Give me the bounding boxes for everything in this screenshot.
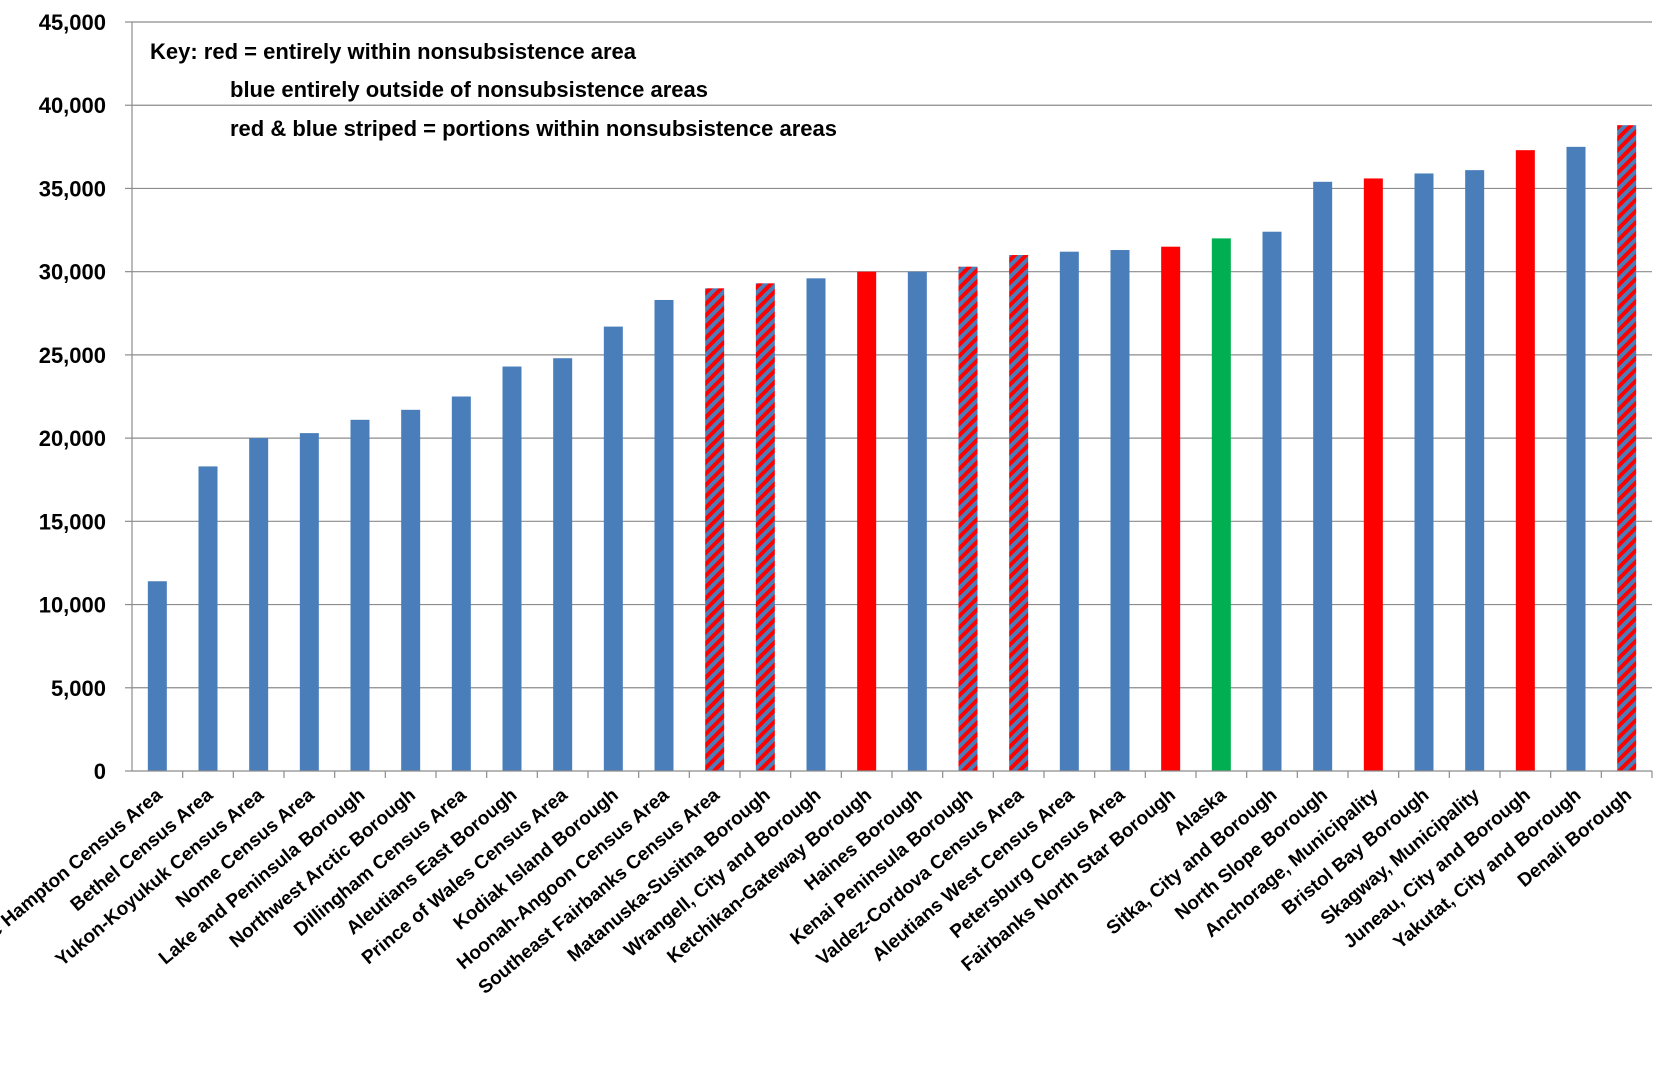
bar bbox=[705, 288, 725, 771]
bar bbox=[1313, 181, 1333, 771]
bar bbox=[1515, 150, 1535, 771]
gridlines bbox=[132, 21, 1652, 689]
bar bbox=[1211, 238, 1231, 771]
bar bbox=[198, 466, 218, 771]
bar bbox=[654, 299, 674, 771]
bar bbox=[603, 326, 623, 771]
bar bbox=[350, 419, 370, 771]
y-tick-label: 15,000 bbox=[39, 509, 106, 534]
bar bbox=[857, 271, 877, 771]
y-tick-label: 45,000 bbox=[39, 10, 106, 35]
y-tick-label: 0 bbox=[94, 759, 106, 784]
y-tick-label: 10,000 bbox=[39, 593, 106, 618]
bar bbox=[249, 438, 269, 771]
y-tick-label: 25,000 bbox=[39, 343, 106, 368]
y-tick-label: 20,000 bbox=[39, 426, 106, 451]
bar bbox=[1465, 170, 1485, 771]
bar bbox=[1566, 146, 1586, 772]
y-tick-label: 30,000 bbox=[39, 260, 106, 285]
legend-key: Key: red = entirely within nonsubsistenc… bbox=[150, 39, 837, 141]
bar bbox=[1009, 255, 1029, 771]
bar bbox=[1363, 178, 1383, 772]
bar bbox=[1110, 250, 1130, 772]
bar bbox=[1617, 125, 1637, 771]
key-line-2: blue entirely outside of nonsubsistence … bbox=[230, 77, 708, 102]
bar bbox=[755, 283, 775, 771]
bar bbox=[806, 278, 826, 771]
bar bbox=[299, 433, 319, 771]
bar bbox=[958, 266, 978, 771]
bar bbox=[147, 581, 167, 771]
bar bbox=[1414, 173, 1434, 771]
y-tick-label: 35,000 bbox=[39, 176, 106, 201]
bar bbox=[401, 409, 421, 771]
key-line-3: red & blue striped = portions within non… bbox=[230, 116, 837, 141]
bar bbox=[1161, 246, 1181, 771]
bar bbox=[451, 396, 471, 771]
bar bbox=[1262, 231, 1282, 772]
bar bbox=[502, 366, 522, 771]
bar bbox=[553, 358, 573, 771]
y-tick-label: 40,000 bbox=[39, 93, 106, 118]
bar bbox=[1059, 251, 1079, 771]
y-tick-label: 5,000 bbox=[51, 676, 106, 701]
bar bbox=[907, 271, 927, 771]
key-line-1: Key: red = entirely within nonsubsistenc… bbox=[150, 39, 637, 64]
bars bbox=[147, 125, 1637, 772]
y-axis-ticks: 0 5,000 10,000 15,000 20,000 25,000 30,000 35,0… bbox=[39, 10, 132, 784]
